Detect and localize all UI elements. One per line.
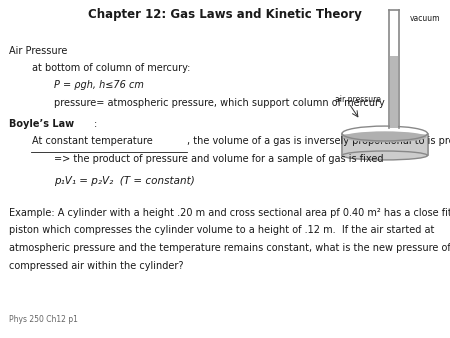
Text: At constant temperature: At constant temperature [32, 136, 152, 146]
Text: :: : [94, 119, 97, 129]
Ellipse shape [342, 151, 428, 160]
Text: Phys 250 Ch12 p1: Phys 250 Ch12 p1 [9, 315, 78, 324]
Text: compressed air within the cylinder?: compressed air within the cylinder? [9, 261, 184, 271]
Text: atmospheric pressure and the temperature remains constant, what is the new press: atmospheric pressure and the temperature… [9, 243, 450, 253]
Text: pressure= atmospheric pressure, which support column of mercury: pressure= atmospheric pressure, which su… [54, 98, 385, 108]
Bar [390, 56, 398, 128]
Text: air pressure: air pressure [335, 95, 381, 104]
Text: at bottom of column of mercury:: at bottom of column of mercury: [32, 63, 190, 73]
Bar [343, 134, 427, 154]
Text: , the volume of a gas is inversely proportional to is pressure.: , the volume of a gas is inversely propo… [187, 136, 450, 146]
Text: piston which compresses the cylinder volume to a height of .12 m.  If the air st: piston which compresses the cylinder vol… [9, 225, 434, 236]
Text: p₁V₁ = p₂V₂  (T = constant): p₁V₁ = p₂V₂ (T = constant) [54, 176, 195, 186]
Text: Chapter 12: Gas Laws and Kinetic Theory: Chapter 12: Gas Laws and Kinetic Theory [88, 8, 362, 21]
Text: Example: A cylinder with a height .20 m and cross sectional area pf 0.40 m² has : Example: A cylinder with a height .20 m … [9, 208, 450, 218]
Ellipse shape [343, 131, 427, 143]
Text: P = ρgh, h≤76 cm: P = ρgh, h≤76 cm [54, 80, 144, 91]
Text: Air Pressure: Air Pressure [9, 46, 68, 56]
Text: => the product of pressure and volume for a sample of gas is fixed: => the product of pressure and volume fo… [54, 154, 383, 164]
Text: vacuum: vacuum [410, 14, 440, 23]
Text: Boyle’s Law: Boyle’s Law [9, 119, 74, 129]
